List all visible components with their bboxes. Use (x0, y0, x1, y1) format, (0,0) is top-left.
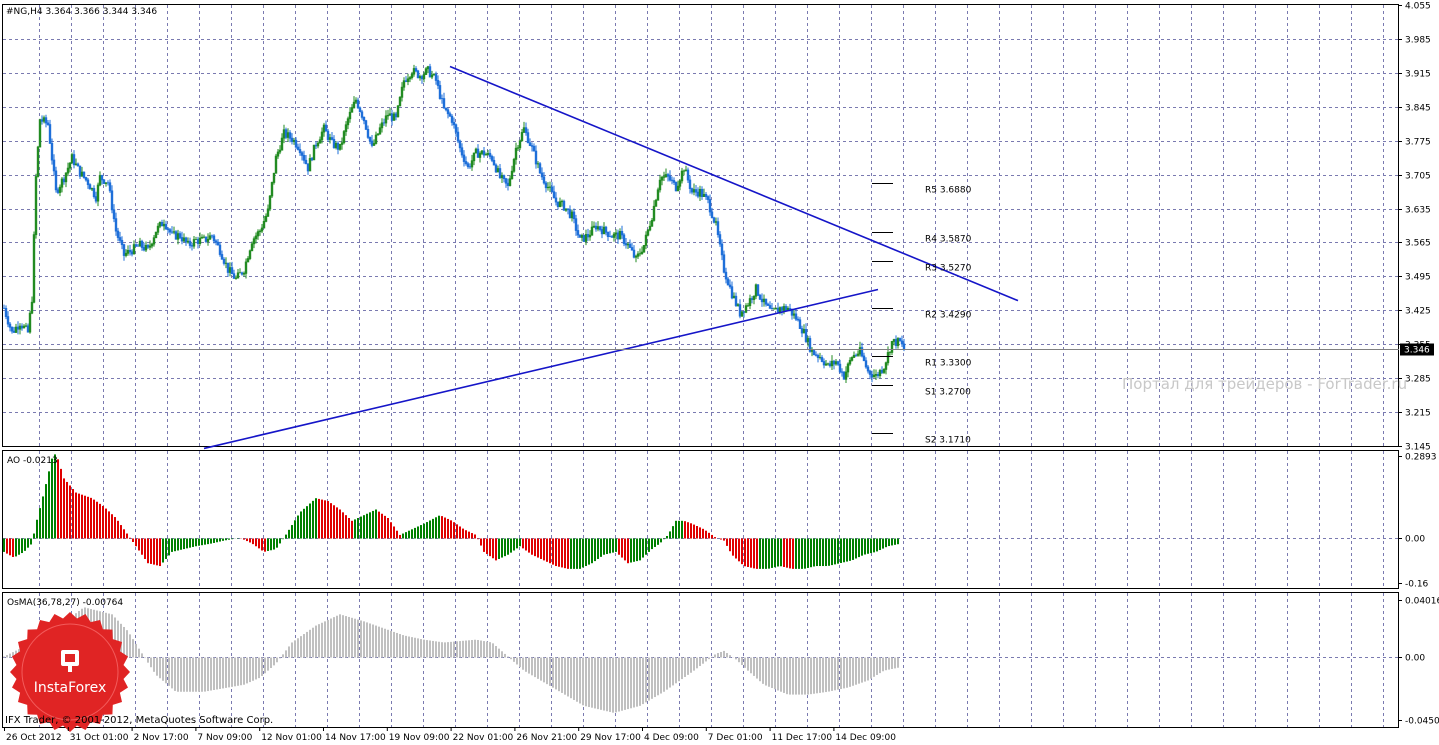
price-y-tick-label: 3.985 (1405, 36, 1431, 46)
x-tick-label: 26 Oct 2012 (6, 733, 62, 743)
current-price-label: 3.346 (1404, 346, 1430, 356)
x-tick-label: 12 Nov 01:00 (261, 733, 322, 743)
x-tick-label: 4 Dec 09:00 (644, 733, 699, 743)
pivot-label: R3 3.5270 (925, 264, 972, 274)
x-tick-label: 2 Nov 17:00 (134, 733, 189, 743)
ao-y-tick-label: 0.00 (1405, 535, 1425, 545)
price-y-tick-label: 3.915 (1405, 70, 1431, 80)
price-y-tick-label: 3.285 (1405, 375, 1431, 385)
pivot-label: R4 3.5870 (925, 235, 972, 245)
price-y-tick-label: 3.565 (1405, 239, 1431, 249)
pivot-label: S2 3.1710 (925, 436, 971, 446)
price-y-tick-label: 3.145 (1405, 443, 1431, 453)
price-y-tick-label: 3.705 (1405, 172, 1431, 182)
price-y-tick-label: 4.055 (1405, 2, 1431, 12)
x-tick-label: 7 Nov 09:00 (197, 733, 252, 743)
price-grid (3, 5, 1398, 446)
x-tick-label: 22 Nov 01:00 (453, 733, 514, 743)
ao-y-tick-label: 0.2893 (1405, 453, 1437, 463)
osma-y-tick-label: 0.04016 (1405, 597, 1439, 607)
price-y-tick-label: 3.635 (1405, 206, 1431, 216)
price-y-tick-label: 3.495 (1405, 273, 1431, 283)
price-y-tick-label: 3.845 (1405, 104, 1431, 114)
trendline-support (203, 288, 879, 450)
time-axis: 26 Oct 2012 31 Oct 01:00 2 Nov 17:00 7 Nov … (4, 727, 896, 743)
x-tick-label: 19 Nov 09:00 (389, 733, 450, 743)
osma-y-axis: 0.04016 0.00 -0.04505 (1399, 597, 1439, 727)
osma-panel: OsMA(36,78,27) -0.00764 0.04016 0.00 -0.04… (2, 592, 1439, 728)
pivot-label: R2 3.4290 (925, 311, 972, 321)
osma-y-tick-label: 0.00 (1405, 654, 1425, 664)
x-tick-label: 11 Dec 17:00 (772, 733, 833, 743)
pivot-label: S1 3.2700 (925, 388, 971, 398)
price-panel-frame (2, 4, 1399, 447)
price-y-axis: 4.055 3.985 3.915 3.845 3.775 3.705 3.635 3.565… (1399, 2, 1434, 453)
price-y-tick-label: 3.425 (1405, 307, 1431, 317)
osma-header: OsMA(36,78,27) -0.00764 (7, 598, 123, 608)
ao-panel-frame (2, 450, 1399, 589)
x-tick-label: 7 Dec 01:00 (708, 733, 763, 743)
x-tick-label: 14 Nov 17:00 (325, 733, 386, 743)
price-header: #NG,H4 3.364 3.366 3.344 3.346 (6, 7, 157, 17)
x-tick-label: 14 Dec 09:00 (835, 733, 896, 743)
watermark: Портал для трейдеров - ForTrader.ru (1122, 375, 1407, 393)
x-tick-label: 29 Nov 17:00 (580, 733, 641, 743)
price-y-tick-label: 3.215 (1405, 409, 1431, 419)
x-tick-label: 31 Oct 01:00 (70, 733, 129, 743)
price-y-tick-label: 3.775 (1405, 138, 1431, 148)
ao-panel: AO -0.0213 0.2893 0.00 -0.16 (2, 450, 1437, 590)
ao-y-axis: 0.2893 0.00 -0.16 (1399, 453, 1437, 590)
osma-y-tick-label: -0.04505 (1405, 717, 1439, 727)
pivot-label: R5 3.6880 (925, 186, 972, 196)
ao-header: AO -0.0213 (7, 456, 58, 466)
x-tick-label: 26 Nov 21:00 (516, 733, 577, 743)
current-price-box (1400, 343, 1434, 356)
instaforex-logo: InstaForex (10, 612, 130, 732)
trendline-resistance (449, 65, 1019, 302)
footer-copyright: IFX Trader, © 2001-2012, MetaQuotes Soft… (5, 715, 273, 726)
price-panel: R5 3.6880 R4 3.5870 R3 3.5270 R2 3.4290 R1 3… (2, 2, 1434, 453)
logo-emblem-icon (61, 650, 79, 672)
logo-text: InstaForex (34, 680, 107, 696)
pivot-levels: R5 3.6880 R4 3.5870 R3 3.5270 R2 3.4290 R1 3… (872, 183, 972, 446)
ao-y-tick-label: -0.16 (1405, 580, 1429, 590)
price-candles (2, 63, 906, 383)
price-trendlines (203, 65, 1019, 450)
logo-inner-ring (21, 623, 119, 721)
ao-histogram (3, 454, 899, 569)
pivot-label: R1 3.3300 (925, 359, 972, 369)
